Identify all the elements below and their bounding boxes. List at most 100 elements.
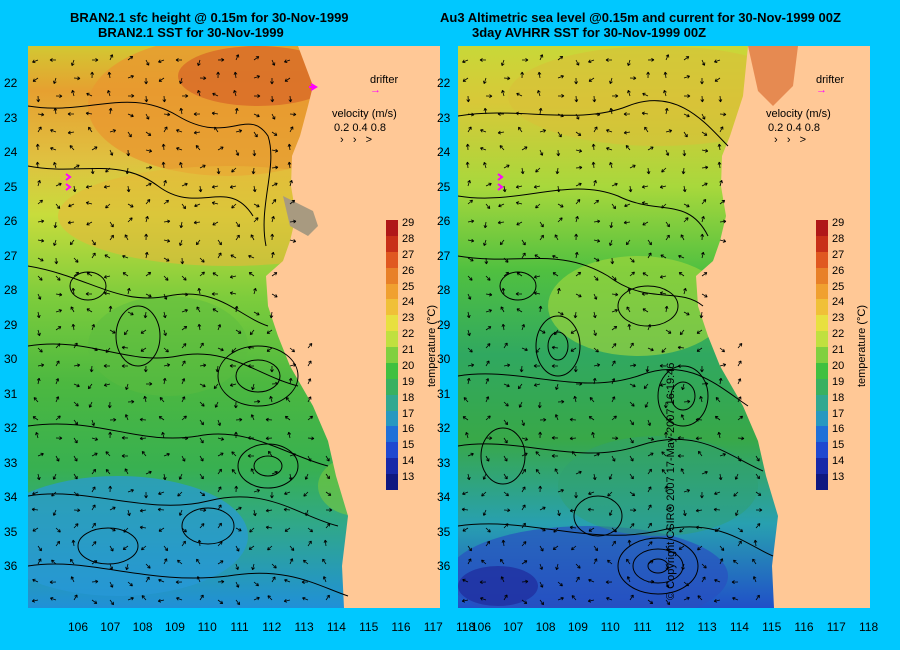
velocity-arrow xyxy=(145,470,152,475)
y-tick-label: 35 xyxy=(4,524,18,539)
velocity-arrow xyxy=(503,594,508,601)
velocity-arrow xyxy=(557,74,564,79)
colorbar-swatch xyxy=(816,251,828,269)
velocity-arrow xyxy=(287,431,292,439)
velocity-arrow xyxy=(537,89,541,97)
velocity-arrow xyxy=(91,347,98,352)
velocity-arrow xyxy=(55,182,62,187)
velocity-arrow xyxy=(503,401,509,407)
velocity-arrow xyxy=(664,431,668,439)
velocity-arrow xyxy=(503,76,511,81)
velocity-arrow xyxy=(575,199,581,205)
x-tick-label: 116 xyxy=(794,620,814,634)
velocity-arrow xyxy=(55,275,61,281)
colorbar-tick-label: 26 xyxy=(402,264,415,277)
right-drifter-label: drifter xyxy=(816,74,845,86)
velocity-arrow xyxy=(683,287,687,295)
velocity-arrow xyxy=(589,397,595,403)
velocity-arrow xyxy=(462,77,469,82)
velocity-arrow xyxy=(163,558,168,565)
velocity-arrow xyxy=(178,473,183,480)
y-tick-label: 27 xyxy=(437,248,451,263)
velocity-arrow xyxy=(521,579,529,584)
velocity-arrow xyxy=(696,329,703,334)
velocity-arrow xyxy=(126,185,131,193)
velocity-arrow xyxy=(515,292,523,296)
velocity-arrow xyxy=(304,509,309,516)
colorbar-tick-label: 27 xyxy=(832,248,845,261)
velocity-arrow xyxy=(108,431,113,439)
colorbar-swatch xyxy=(816,267,828,285)
velocity-arrow xyxy=(503,508,511,513)
velocity-arrow xyxy=(72,185,77,193)
velocity-arrow xyxy=(270,365,274,373)
velocity-arrow xyxy=(573,311,578,319)
velocity-arrow xyxy=(516,308,523,313)
right-colorbar xyxy=(816,220,828,491)
velocity-arrow xyxy=(521,522,526,529)
velocity-arrow xyxy=(557,131,562,138)
velocity-arrow xyxy=(127,131,132,138)
velocity-arrow xyxy=(521,541,527,547)
velocity-arrow xyxy=(71,287,76,295)
velocity-arrow xyxy=(253,489,260,493)
velocity-arrow xyxy=(678,545,685,550)
velocity-arrow xyxy=(575,165,583,170)
velocity-arrow xyxy=(123,527,129,533)
colorbar-swatch xyxy=(386,283,398,300)
velocity-arrow xyxy=(141,545,147,551)
velocity-arrow xyxy=(533,184,541,189)
velocity-arrow xyxy=(229,291,237,296)
velocity-arrow xyxy=(163,275,169,281)
velocity-arrow xyxy=(271,470,278,475)
velocity-arrow xyxy=(732,596,739,601)
colorbar-tick-label: 19 xyxy=(832,375,845,388)
velocity-arrow xyxy=(181,455,186,462)
velocity-arrow xyxy=(644,401,649,408)
velocity-arrow xyxy=(683,217,689,223)
velocity-arrow xyxy=(609,77,613,85)
velocity-arrow xyxy=(643,383,649,390)
velocity-arrow xyxy=(557,488,564,493)
velocity-arrow xyxy=(55,415,61,421)
velocity-arrow xyxy=(91,541,97,547)
velocity-arrow xyxy=(303,491,309,497)
x-tick-label: 112 xyxy=(665,620,685,634)
velocity-arrow xyxy=(591,143,596,151)
velocity-arrow xyxy=(646,167,651,175)
velocity-arrow xyxy=(588,578,595,583)
velocity-arrow xyxy=(647,239,652,246)
colorbar-swatch xyxy=(386,426,398,443)
velocity-arrow xyxy=(271,251,275,259)
colorbar-swatch xyxy=(816,410,828,427)
velocity-arrow xyxy=(124,468,129,475)
velocity-arrow xyxy=(629,363,637,368)
velocity-arrow xyxy=(647,252,652,259)
colorbar-swatch xyxy=(816,394,828,412)
velocity-arrow xyxy=(611,540,616,547)
velocity-arrow xyxy=(539,581,544,588)
velocity-arrow xyxy=(467,545,472,552)
velocity-arrow xyxy=(461,507,469,512)
velocity-arrow xyxy=(323,539,328,547)
colorbar-swatch xyxy=(386,267,398,285)
velocity-arrow xyxy=(557,203,564,208)
velocity-arrow xyxy=(91,486,96,493)
velocity-arrow xyxy=(322,558,327,565)
velocity-arrow xyxy=(233,71,238,79)
velocity-arrow xyxy=(253,203,260,208)
velocity-arrow xyxy=(574,233,579,241)
velocity-arrow xyxy=(235,506,242,511)
velocity-arrow xyxy=(737,436,745,441)
velocity-arrow xyxy=(124,414,129,421)
velocity-arrow xyxy=(681,383,685,391)
right-velocity-label: velocity (m/s) xyxy=(766,108,831,120)
velocity-arrow xyxy=(73,383,80,388)
velocity-arrow xyxy=(159,397,165,403)
velocity-arrow xyxy=(611,360,616,367)
velocity-arrow xyxy=(485,203,491,210)
velocity-arrow xyxy=(575,576,580,583)
velocity-arrow xyxy=(485,396,490,403)
velocity-arrow xyxy=(467,126,472,133)
velocity-arrow xyxy=(551,364,559,368)
